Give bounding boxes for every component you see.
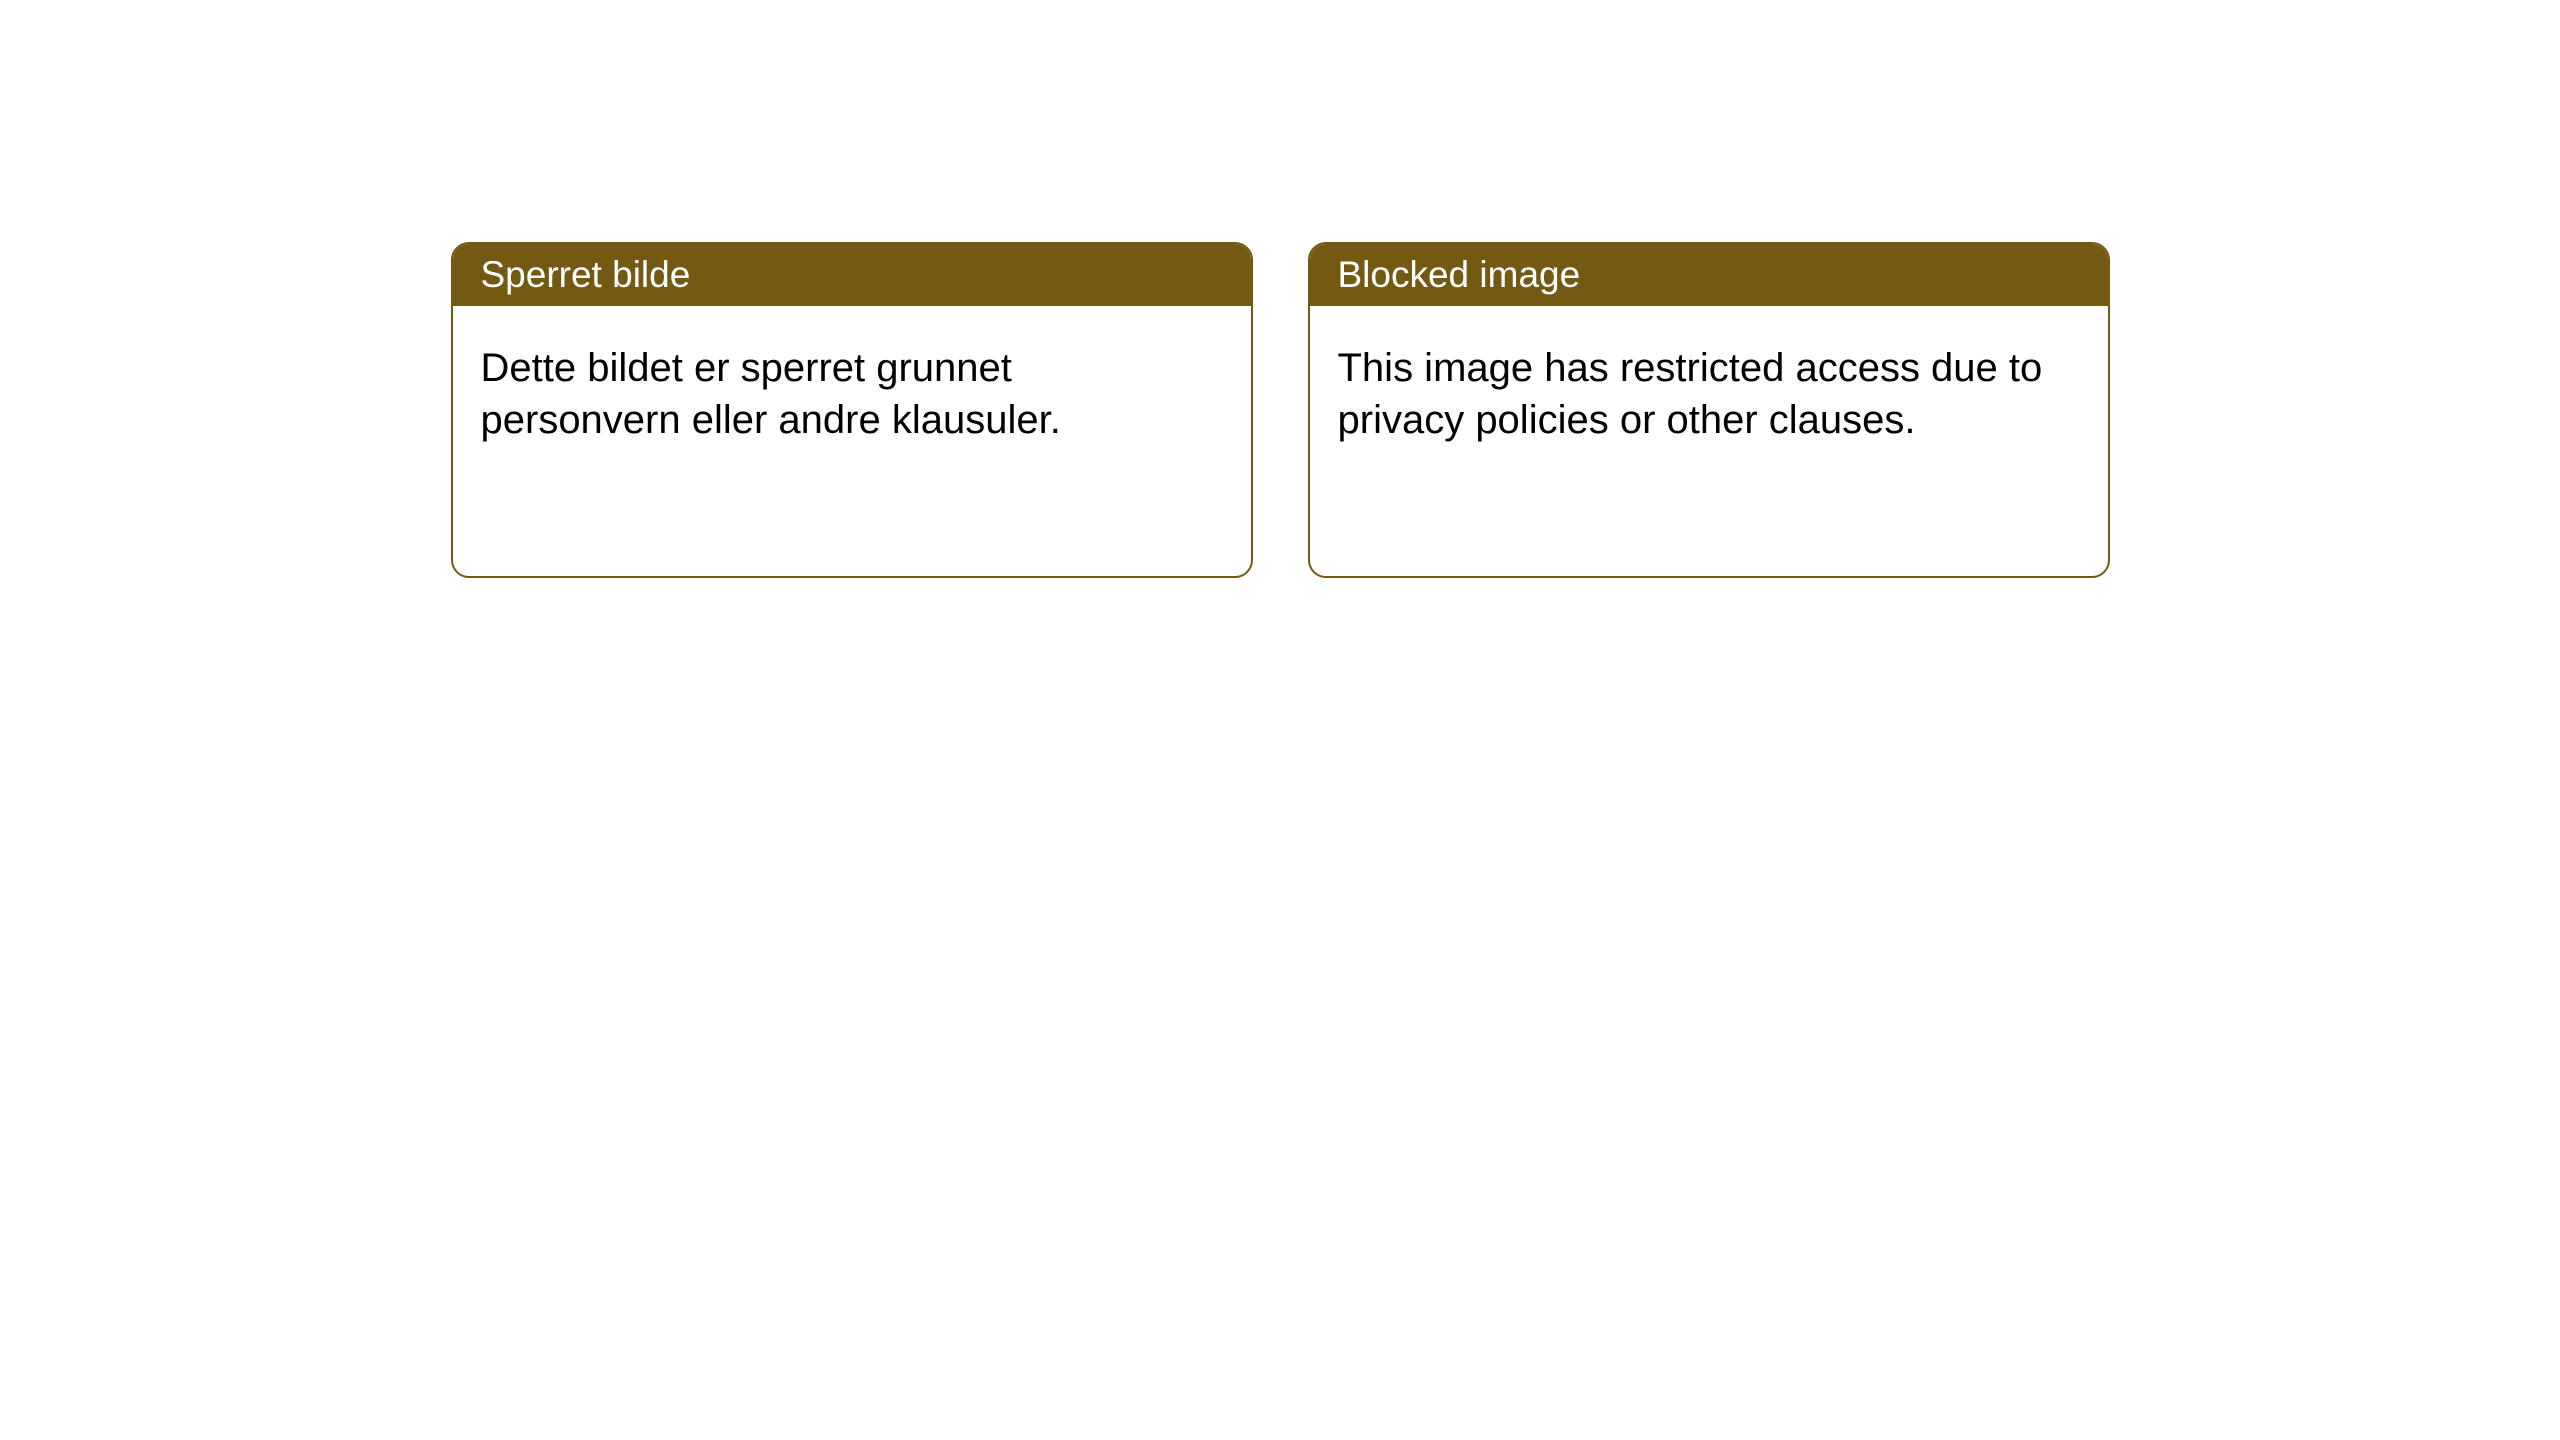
card-text-en: This image has restricted access due to … xyxy=(1338,346,2043,442)
blocked-image-card-en: Blocked image This image has restricted … xyxy=(1308,242,2110,578)
card-container: Sperret bilde Dette bildet er sperret gr… xyxy=(451,242,2110,1440)
blocked-image-card-no: Sperret bilde Dette bildet er sperret gr… xyxy=(451,242,1253,578)
card-title-en: Blocked image xyxy=(1338,254,1581,295)
card-header-no: Sperret bilde xyxy=(453,244,1251,306)
card-text-no: Dette bildet er sperret grunnet personve… xyxy=(481,346,1061,442)
card-body-en: This image has restricted access due to … xyxy=(1310,306,2108,482)
card-header-en: Blocked image xyxy=(1310,244,2108,306)
card-body-no: Dette bildet er sperret grunnet personve… xyxy=(453,306,1251,482)
card-title-no: Sperret bilde xyxy=(481,254,691,295)
